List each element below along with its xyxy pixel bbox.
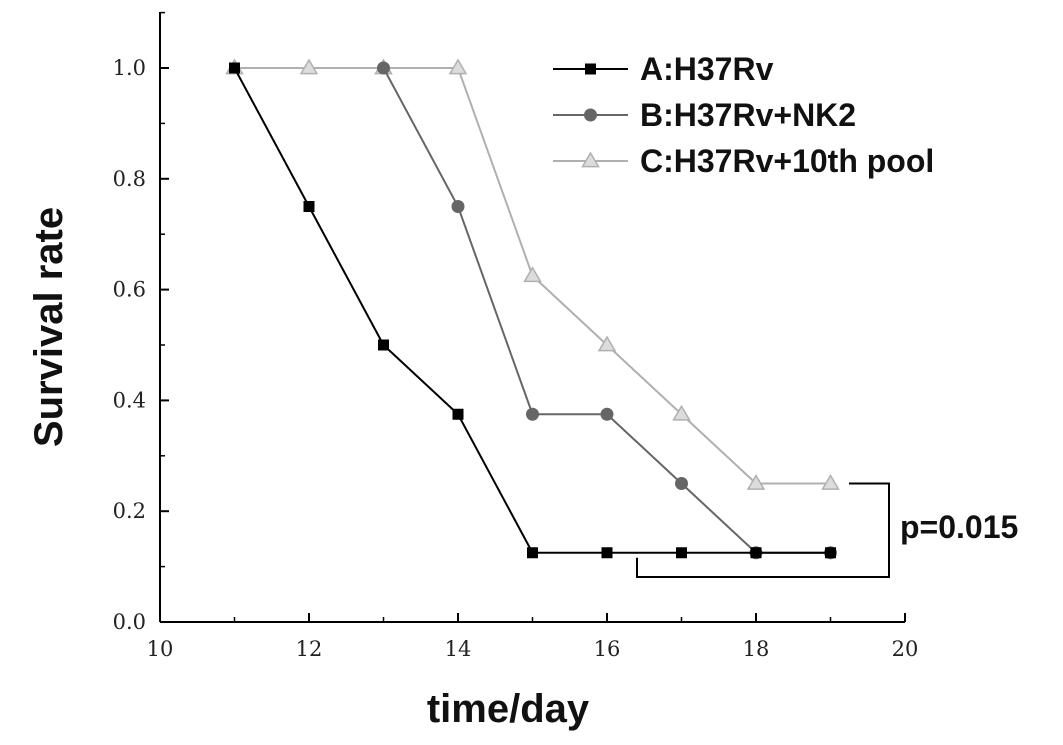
y-tick-label: 0.4: [113, 388, 146, 412]
data-point: [672, 404, 691, 421]
series-line: [233, 67, 831, 554]
data-point: [746, 474, 766, 490]
data-point: [601, 547, 613, 559]
y-tick-label: 0.2: [113, 499, 146, 523]
legend-label: A:H37Rv: [640, 51, 774, 87]
data-point: [229, 62, 240, 74]
y-tick-label: 0.0: [113, 610, 146, 634]
data-point: [676, 547, 687, 559]
axes: 0.0 0.2 0.4 0.6 0.8 1.0 10 12 14 16 18 20: [113, 11, 919, 661]
legend-swatch-marker: [581, 151, 600, 168]
legend: A:H37Rv B:H37Rv+NK2 C:H37Rv+10th pool: [553, 51, 934, 179]
data-point: [526, 407, 539, 421]
data-point: [452, 408, 464, 420]
series-layer: [225, 58, 840, 560]
x-tick-label: 18: [743, 637, 770, 661]
y-tick-label: 0.6: [113, 278, 146, 302]
data-point: [675, 477, 688, 490]
data-point: [600, 407, 614, 421]
legend-label: C:H37Rv+10th pool: [640, 143, 934, 179]
p-value-annotation: p=0.015: [900, 509, 1018, 545]
series-b: [377, 61, 837, 560]
data-point: [377, 61, 390, 75]
data-point: [523, 266, 542, 283]
legend-swatch-marker: [584, 108, 597, 122]
series-line: [382, 67, 831, 554]
data-point: [299, 58, 319, 75]
y-tick-label: 1.0: [113, 56, 146, 80]
data-point: [451, 200, 465, 213]
series-c: [225, 58, 840, 490]
x-tick-label: 12: [296, 637, 323, 661]
data-point: [750, 547, 762, 559]
legend-item: A:H37Rv: [553, 51, 774, 87]
data-point: [821, 474, 840, 490]
x-axis-title: time/day: [427, 687, 590, 731]
y-tick-label: 0.8: [113, 167, 146, 191]
data-point: [378, 339, 389, 351]
legend-swatch-marker: [585, 63, 596, 75]
legend-label: B:H37Rv+NK2: [640, 97, 856, 133]
data-point: [527, 547, 538, 559]
legend-item: B:H37Rv+NK2: [553, 97, 856, 133]
y-axis-title: Survival rate: [27, 207, 71, 447]
data-point: [825, 547, 836, 559]
x-tick-label: 16: [594, 637, 621, 661]
series-a: [229, 62, 836, 559]
x-tick-label: 10: [147, 637, 174, 661]
data-point: [597, 335, 617, 352]
data-point: [303, 201, 315, 212]
data-point: [448, 58, 468, 75]
legend-item: C:H37Rv+10th pool: [553, 143, 934, 179]
bracket-line: [636, 482, 890, 578]
x-tick-label: 14: [445, 637, 472, 661]
x-tick-label: 20: [892, 637, 919, 661]
significance-bracket: [636, 482, 890, 578]
